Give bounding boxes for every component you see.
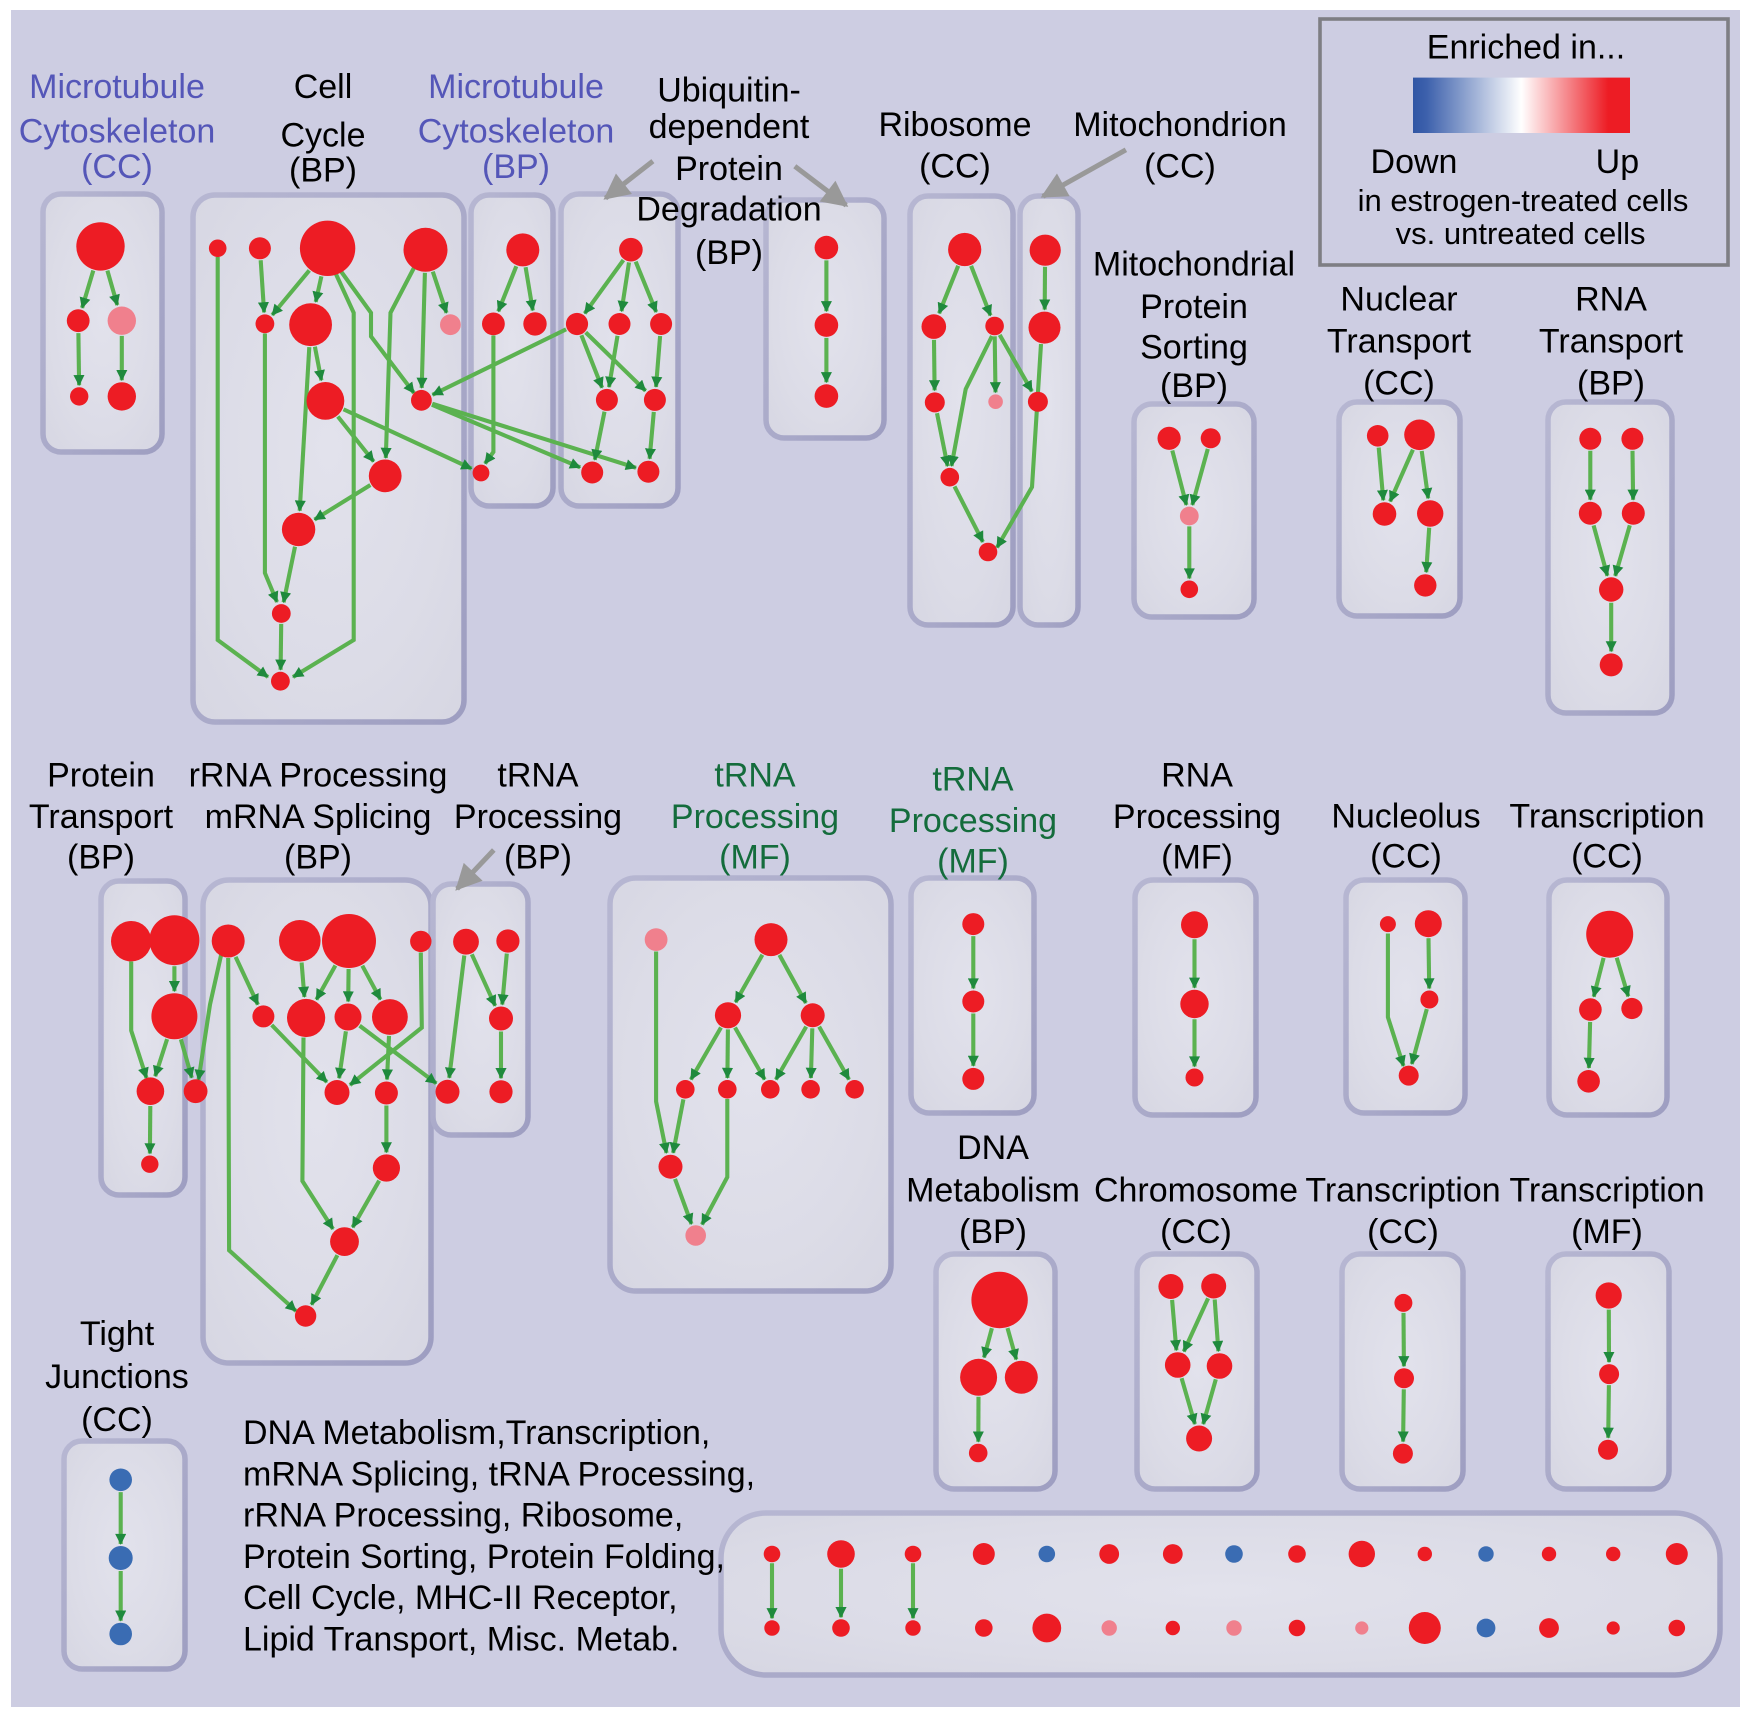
svg-text:Nuclear: Nuclear <box>1340 280 1457 318</box>
svg-text:DNA Metabolism,Transcription,: DNA Metabolism,Transcription, <box>243 1414 710 1452</box>
svg-text:Processing: Processing <box>454 798 622 836</box>
svg-text:Enriched in...: Enriched in... <box>1427 28 1625 66</box>
svg-text:(CC): (CC) <box>919 147 991 185</box>
svg-text:(MF): (MF) <box>1161 838 1233 876</box>
svg-text:Tight: Tight <box>80 1315 155 1353</box>
svg-text:(CC): (CC) <box>1367 1213 1439 1251</box>
svg-text:(BP): (BP) <box>695 234 763 272</box>
svg-text:dependent: dependent <box>649 108 810 146</box>
svg-text:Cytoskeleton: Cytoskeleton <box>418 113 615 151</box>
svg-text:Protein: Protein <box>1140 288 1248 326</box>
svg-text:Cycle: Cycle <box>280 116 365 154</box>
svg-text:rRNA Processing: rRNA Processing <box>189 757 448 795</box>
svg-text:in estrogen-treated cells: in estrogen-treated cells <box>1358 183 1689 218</box>
svg-text:(BP): (BP) <box>67 838 135 876</box>
svg-text:Ribosome: Ribosome <box>878 106 1031 144</box>
svg-text:(MF): (MF) <box>719 838 791 876</box>
svg-text:Transport: Transport <box>29 798 174 836</box>
svg-text:Up: Up <box>1596 143 1639 181</box>
svg-text:Mitochondrion: Mitochondrion <box>1073 106 1287 144</box>
svg-text:Junctions: Junctions <box>45 1358 189 1396</box>
svg-text:Sorting: Sorting <box>1140 329 1248 367</box>
svg-text:(BP): (BP) <box>1577 365 1645 403</box>
svg-text:(CC): (CC) <box>81 148 153 186</box>
svg-text:Protein: Protein <box>675 150 783 188</box>
svg-text:Nucleolus: Nucleolus <box>1331 798 1480 836</box>
svg-text:(CC): (CC) <box>1571 837 1643 875</box>
svg-text:(MF): (MF) <box>1571 1213 1643 1251</box>
svg-text:Transcription: Transcription <box>1509 1172 1704 1210</box>
svg-text:Lipid Transport, Misc. Metab.: Lipid Transport, Misc. Metab. <box>243 1621 680 1659</box>
svg-text:DNA: DNA <box>957 1129 1029 1167</box>
svg-text:Cytoskeleton: Cytoskeleton <box>19 113 216 151</box>
svg-text:Mitochondrial: Mitochondrial <box>1093 246 1295 284</box>
svg-text:(BP): (BP) <box>504 838 572 876</box>
svg-text:(BP): (BP) <box>959 1213 1027 1251</box>
svg-text:(CC): (CC) <box>81 1401 153 1439</box>
svg-text:Metabolism: Metabolism <box>906 1172 1080 1210</box>
svg-text:(CC): (CC) <box>1363 365 1435 403</box>
svg-text:(MF): (MF) <box>937 842 1009 880</box>
svg-text:tRNA: tRNA <box>932 761 1014 799</box>
svg-text:Cell Cycle, MHC-II Receptor,: Cell Cycle, MHC-II Receptor, <box>243 1579 678 1617</box>
svg-text:mRNA Splicing: mRNA Splicing <box>205 798 432 836</box>
svg-text:Protein Sorting, Protein Foldi: Protein Sorting, Protein Folding, <box>243 1538 725 1576</box>
svg-text:Processing: Processing <box>889 802 1057 840</box>
svg-text:mRNA Splicing, tRNA Processing: mRNA Splicing, tRNA Processing, <box>243 1455 755 1493</box>
svg-text:tRNA: tRNA <box>497 757 579 795</box>
svg-text:RNA: RNA <box>1161 757 1233 795</box>
svg-text:RNA: RNA <box>1575 280 1647 318</box>
svg-text:(BP): (BP) <box>482 148 550 186</box>
svg-text:Microtubule: Microtubule <box>428 68 604 106</box>
svg-text:Transcription: Transcription <box>1305 1172 1500 1210</box>
svg-text:Down: Down <box>1371 143 1458 181</box>
svg-text:Processing: Processing <box>1113 798 1281 836</box>
svg-text:Processing: Processing <box>671 798 839 836</box>
svg-text:Protein: Protein <box>47 757 155 795</box>
svg-text:(BP): (BP) <box>284 838 352 876</box>
svg-text:rRNA Processing, Ribosome,: rRNA Processing, Ribosome, <box>243 1497 683 1535</box>
svg-text:Cell: Cell <box>294 68 353 106</box>
svg-text:Degradation: Degradation <box>636 190 821 228</box>
svg-text:Transport: Transport <box>1327 322 1472 360</box>
svg-text:Ubiquitin-: Ubiquitin- <box>657 72 801 110</box>
svg-text:(CC): (CC) <box>1370 837 1442 875</box>
svg-text:(BP): (BP) <box>1160 367 1228 405</box>
svg-text:vs. untreated cells: vs. untreated cells <box>1396 216 1646 251</box>
svg-text:(CC): (CC) <box>1144 147 1216 185</box>
svg-text:Transport: Transport <box>1539 322 1684 360</box>
svg-text:(BP): (BP) <box>289 151 357 189</box>
svg-text:(CC): (CC) <box>1160 1213 1232 1251</box>
svg-text:Transcription: Transcription <box>1509 798 1704 836</box>
svg-text:tRNA: tRNA <box>714 757 796 795</box>
svg-text:Chromosome: Chromosome <box>1094 1172 1298 1210</box>
svg-text:Microtubule: Microtubule <box>29 68 205 106</box>
